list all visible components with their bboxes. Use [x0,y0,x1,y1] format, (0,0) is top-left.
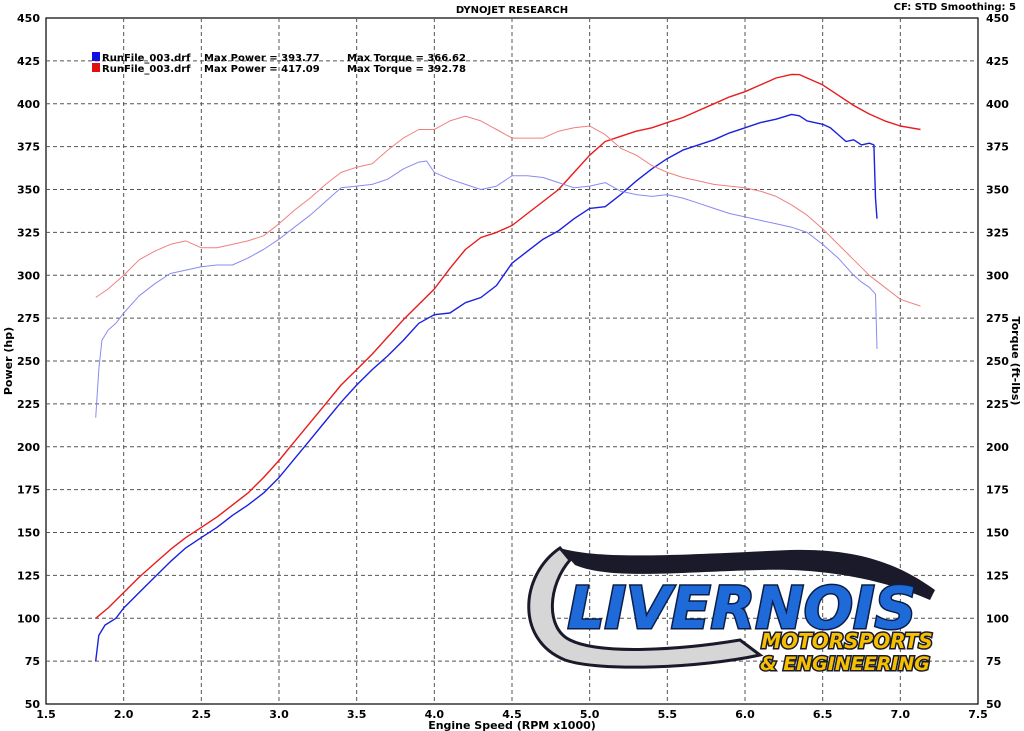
y-right-tick-label: 50 [986,698,1002,711]
y-right-tick-label: 100 [986,612,1009,625]
series-run2-power [95,73,921,619]
x-tick-label: 2.0 [114,708,134,721]
y-right-tick-label: 375 [986,141,1009,154]
legend-run2-file: RunFile_003.drf [102,64,191,75]
y-right-tick-label: 200 [986,441,1009,454]
legend-run1-file: RunFile_003.drf [102,53,191,64]
y-left-tick-label: 250 [17,355,40,368]
y-right-tick-label: 175 [986,484,1009,497]
y-left-tick-label: 300 [17,269,40,282]
y-left-tick-label: 200 [17,441,40,454]
x-tick-label: 2.5 [192,708,212,721]
y-left-tick-label: 125 [17,569,40,582]
y-right-tick-label: 75 [986,655,1001,668]
y-left-tick-label: 350 [17,184,40,197]
y-left-tick-label: 275 [17,312,40,325]
y-left-tick-label: 425 [17,55,40,68]
series-run2-torque [95,115,921,307]
y-left-tick-label: 150 [17,527,40,540]
y-left-tick-label: 375 [17,141,40,154]
x-tick-label: 3.5 [347,708,367,721]
y-right-tick-label: 400 [986,98,1009,111]
logo-text-engineering: & ENGINEERING [760,653,930,675]
chart-title: DYNOJET RESEARCH [456,5,568,16]
y-left-tick-label: 50 [25,698,41,711]
x-tick-label: 6.5 [813,708,833,721]
y-right-tick-label: 225 [986,398,1009,411]
y-right-tick-label: 125 [986,569,1009,582]
y-left-tick-label: 175 [17,484,40,497]
x-tick-label: 7.0 [891,708,911,721]
legend-swatch-run2 [92,63,100,72]
y-left-tick-label: 75 [25,655,40,668]
y-axis-left-label: Power (hp) [2,327,15,395]
x-tick-label: 4.0 [425,708,445,721]
x-tick-label: 4.5 [502,708,522,721]
x-tick-label: 3.0 [269,708,289,721]
series-lines [95,73,921,662]
logo-arc [560,548,935,600]
logo-text-livernois: LIVERNOIS [568,574,917,642]
x-tick-label: 6.0 [735,708,755,721]
y-axis-left-ticks: 450 425 400 375 350 325 300 275 250 225 200 175 150 1… [17,12,40,711]
legend-run2-torque: Max Torque = 392.78 [347,64,466,75]
x-tick-label: 5.5 [658,708,678,721]
series-run1-torque [95,160,878,418]
legend-run1-power: Max Power = 393.77 [204,53,320,64]
logo-swoosh [527,545,764,669]
grid [46,18,978,704]
legend: RunFile_003.drf Max Power = 393.77 Max T… [92,52,466,75]
y-right-tick-label: 325 [986,226,1009,239]
series-run1-power [95,113,878,662]
y-axis-right-ticks: 450 425 400 375 350 325 300 275 250 225 200 175 150 1… [986,12,1009,711]
x-tick-label: 7.5 [968,708,988,721]
legend-swatch-run1 [92,52,100,61]
x-tick-label: 1.5 [36,708,56,721]
y-right-tick-label: 300 [986,269,1009,282]
legend-run2-power: Max Power = 417.09 [204,64,320,75]
y-left-tick-label: 225 [17,398,40,411]
y-left-tick-label: 100 [17,612,40,625]
y-right-tick-label: 350 [986,184,1009,197]
legend-run1-torque: Max Torque = 366.62 [347,53,466,64]
y-right-tick-label: 150 [986,527,1009,540]
y-left-tick-label: 450 [17,12,40,25]
x-tick-label: 5.0 [580,708,600,721]
logo-text-motorsports: MOTORSPORTS [761,629,933,653]
y-right-tick-label: 250 [986,355,1009,368]
y-left-tick-label: 325 [17,226,40,239]
y-axis-right-label: Torque (ft-lbs) [1009,317,1022,406]
y-right-tick-label: 425 [986,55,1009,68]
y-left-tick-label: 400 [17,98,40,111]
y-right-tick-label: 275 [986,312,1009,325]
livernois-logo: LIVERNOIS MOTORSPORTS & ENGINEERING [527,545,935,677]
y-right-tick-label: 450 [986,12,1009,25]
x-axis-label: Engine Speed (RPM x1000) [428,719,596,731]
x-axis-ticks: 1.5 2.0 2.5 3.0 3.5 4.0 4.5 5.0 5.5 6.0 6.5 7.0 7.5 [36,708,988,721]
header-right: CF: STD Smoothing: 5 [894,2,1016,13]
